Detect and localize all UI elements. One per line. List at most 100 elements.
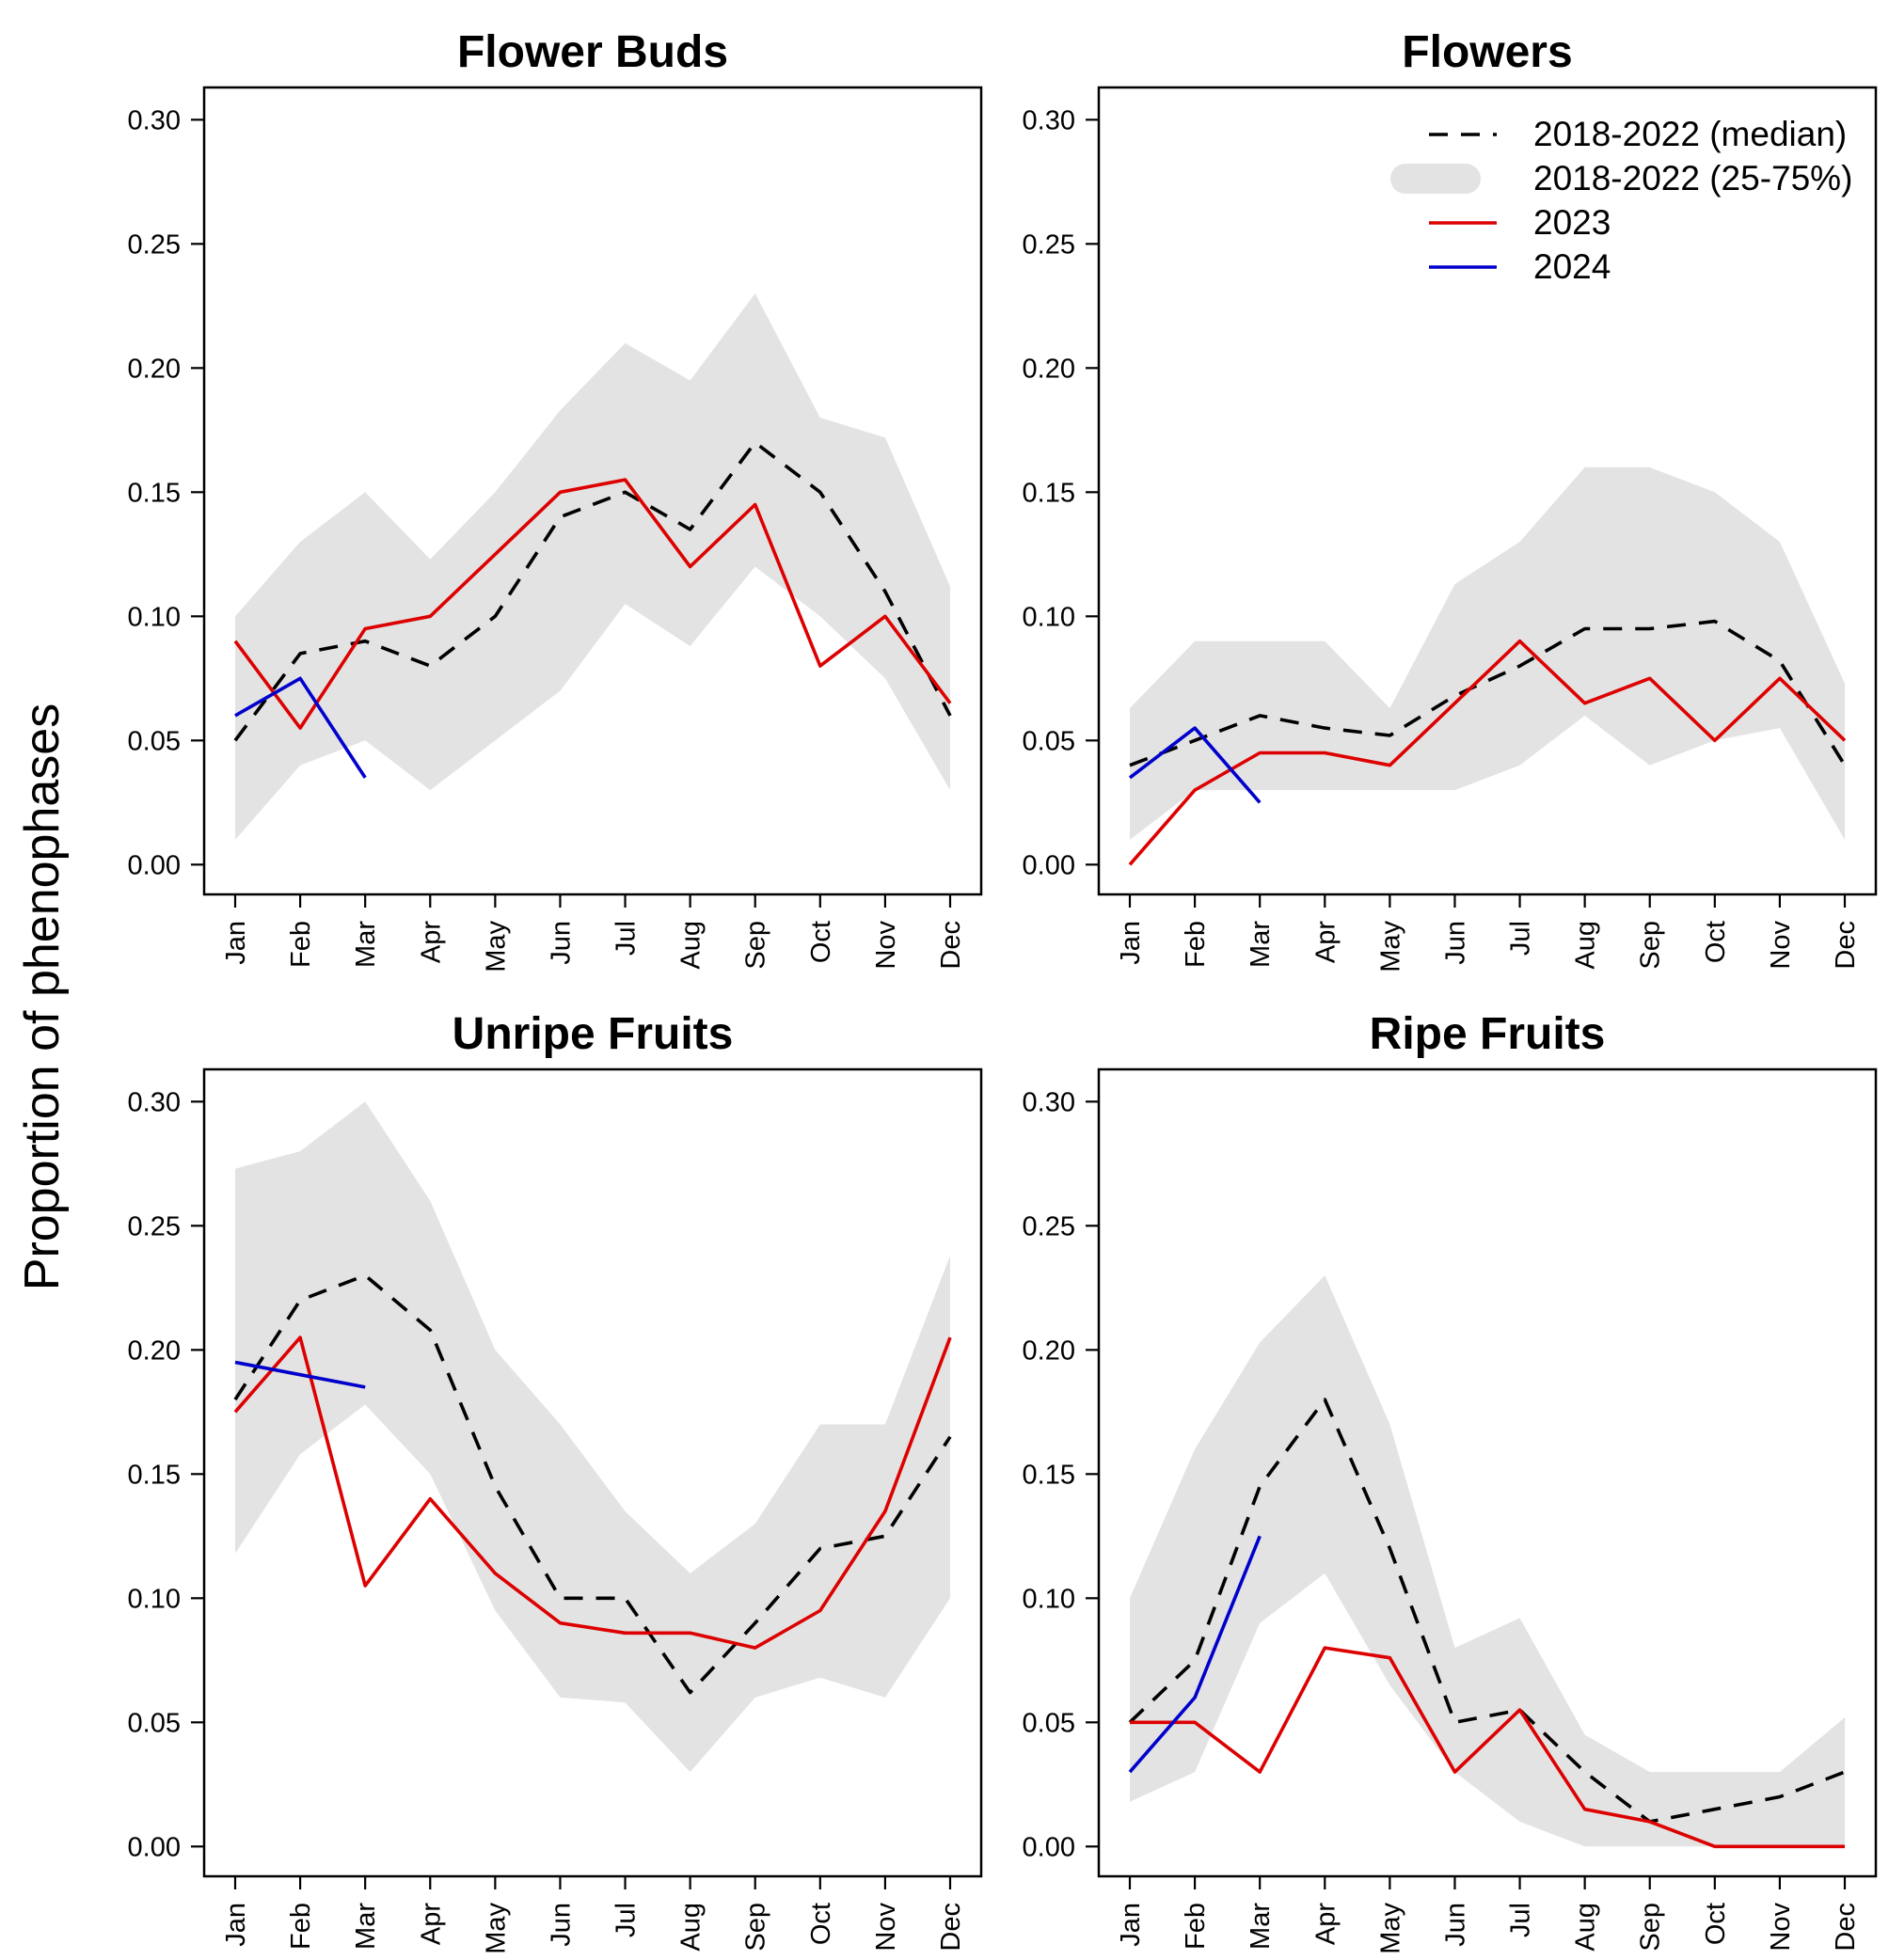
plot-frame <box>1097 86 1878 896</box>
x-tick-label: Mar <box>1246 1903 1276 1950</box>
y-tick-label: 0.00 <box>1023 1832 1075 1862</box>
x-tick-label: Feb <box>286 1903 316 1950</box>
y-tick-label: 0.25 <box>128 1211 181 1241</box>
panel-flowers: Flowers 0.00 0.05 0.10 0.15 0.20 0.25 0.30 Jan Fe… <box>1023 27 1878 972</box>
y-tick-label: 0.05 <box>128 726 181 756</box>
x-tick-label: Mar <box>1246 921 1276 968</box>
x-tick-label: Jan <box>221 1903 251 1947</box>
series-line-y2024 <box>1128 726 1262 804</box>
y-tick-label: 0.05 <box>1023 726 1075 756</box>
y-tick-label: 0.30 <box>1023 1087 1075 1117</box>
legend-label: 2023 <box>1533 203 1611 242</box>
y-tick-label: 0.25 <box>128 229 181 260</box>
x-tick-label: Apr <box>1310 1903 1341 1945</box>
y-tick-label: 0.20 <box>128 354 181 384</box>
x-tick-label: Oct <box>1701 1903 1731 1945</box>
x-tick-label: Jul <box>1506 921 1536 956</box>
x-tick-label: Jan <box>1116 921 1146 965</box>
x-tick-label: Dec <box>936 1903 966 1952</box>
x-tick-label: May <box>1375 1903 1405 1954</box>
series-line-y2023 <box>1128 639 1847 866</box>
legend-item-y2024: 2024 <box>1429 247 1611 286</box>
x-tick-label: Jan <box>221 921 251 965</box>
x-tick-label: Sep <box>1636 921 1666 970</box>
y-tick-label: 0.10 <box>128 1584 181 1614</box>
panel-ripe-fruits: Ripe Fruits 0.00 0.05 0.10 0.15 0.20 0.25 0.30 J… <box>1023 1009 1878 1954</box>
x-tick-label: Sep <box>741 1903 771 1952</box>
panel-title: Flowers <box>1402 27 1572 77</box>
y-axis-label: Proportion of phenophases <box>15 703 70 1290</box>
x-tick-label: May <box>481 921 511 972</box>
x-tick-label: Apr <box>416 921 446 963</box>
y-tick-label: 0.00 <box>1023 850 1075 880</box>
x-tick-label: Jun <box>1440 1903 1470 1947</box>
x-tick-label: May <box>481 1903 511 1954</box>
series-line-y2023 <box>233 478 952 730</box>
legend-item-y2023: 2023 <box>1429 203 1611 242</box>
y-tick-label: 0.20 <box>128 1336 181 1366</box>
panels-group: Flower Buds 0.00 0.05 0.10 0.15 0.20 0.25 0.30 J… <box>128 27 1878 1954</box>
x-tick-label: Jul <box>611 1903 642 1937</box>
x-tick-label: Nov <box>1766 921 1796 970</box>
x-tick-label: Oct <box>1701 921 1731 963</box>
y-tick-label: 0.00 <box>128 850 181 880</box>
series-line-y2023 <box>233 1336 952 1650</box>
y-tick-label: 0.10 <box>128 602 181 632</box>
y-tick-label: 0.15 <box>1023 1460 1075 1490</box>
y-tick-label: 0.10 <box>1023 1584 1075 1614</box>
x-tick-label: Dec <box>1831 1903 1861 1952</box>
x-tick-label: Nov <box>871 1903 901 1952</box>
plot-frame <box>202 86 983 896</box>
x-tick-label: Aug <box>676 921 706 970</box>
x-tick-label: May <box>1375 921 1405 972</box>
series-line-y2024 <box>234 1360 366 1389</box>
iqr-band <box>1130 466 1845 840</box>
x-tick-label: Feb <box>1181 921 1211 968</box>
panel-title: Flower Buds <box>457 27 728 77</box>
y-tick-label: 0.20 <box>1023 1336 1075 1366</box>
y-tick-label: 0.10 <box>1023 602 1075 632</box>
y-tick-label: 0.05 <box>1023 1708 1075 1738</box>
y-tick-label: 0.30 <box>128 105 181 135</box>
legend-item-iqr: 2018-2022 (25-75%) <box>1390 159 1852 198</box>
x-tick-label: Mar <box>351 921 381 968</box>
legend-item-median: 2018-2022 (median) <box>1429 115 1847 153</box>
y-tick-label: 0.20 <box>1023 354 1075 384</box>
iqr-band <box>235 1101 950 1773</box>
x-tick-label: Jun <box>1440 921 1470 965</box>
y-tick-label: 0.30 <box>1023 105 1075 135</box>
x-tick-label: Mar <box>351 1903 381 1950</box>
y-tick-label: 0.05 <box>128 1708 181 1738</box>
series-line-y2024 <box>234 676 367 779</box>
x-tick-label: Jun <box>546 1903 576 1947</box>
x-tick-label: Jul <box>611 921 642 956</box>
panel-unripe-fruits: Unripe Fruits 0.00 0.05 0.10 0.15 0.20 0.25 0.3… <box>128 1009 983 1954</box>
x-tick-label: Aug <box>1571 1903 1601 1952</box>
x-tick-label: Apr <box>1310 921 1341 963</box>
x-tick-label: Oct <box>806 921 836 963</box>
legend-label: 2018-2022 (median) <box>1533 115 1847 153</box>
y-tick-label: 0.15 <box>1023 478 1075 508</box>
x-tick-label: Nov <box>1766 1903 1796 1952</box>
x-tick-label: Feb <box>286 921 316 968</box>
y-tick-label: 0.30 <box>128 1087 181 1117</box>
legend-label: 2018-2022 (25-75%) <box>1533 159 1852 198</box>
series-line-y2023 <box>1130 1646 1845 1849</box>
x-tick-label: Oct <box>806 1903 836 1945</box>
series-line-median <box>233 1273 952 1695</box>
legend-swatch <box>1390 164 1481 194</box>
x-tick-label: Dec <box>1831 921 1861 970</box>
panel-title: Ripe Fruits <box>1370 1009 1606 1059</box>
x-tick-label: Feb <box>1181 1903 1211 1950</box>
legend-label: 2024 <box>1533 247 1611 286</box>
x-tick-label: Jul <box>1506 1903 1536 1937</box>
x-tick-label: Jun <box>546 921 576 965</box>
x-tick-label: Aug <box>1571 921 1601 970</box>
panel-title: Unripe Fruits <box>452 1009 734 1059</box>
panel-flower-buds: Flower Buds 0.00 0.05 0.10 0.15 0.20 0.25 0.30 J… <box>128 27 983 972</box>
y-tick-label: 0.25 <box>1023 1211 1075 1241</box>
y-tick-label: 0.00 <box>128 1832 181 1862</box>
x-tick-label: Sep <box>741 921 771 970</box>
y-tick-label: 0.15 <box>128 478 181 508</box>
x-tick-label: Aug <box>676 1903 706 1952</box>
